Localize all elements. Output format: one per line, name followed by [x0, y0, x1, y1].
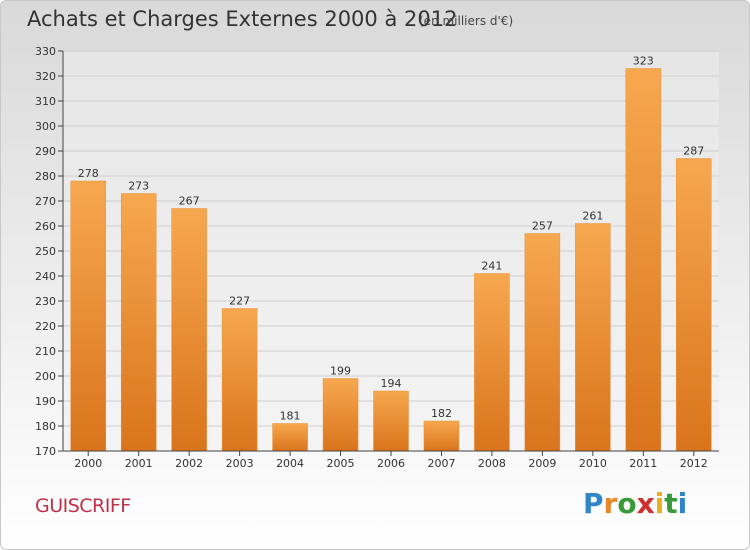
y-tick-label: 330: [35, 45, 56, 58]
y-tick-label: 280: [35, 170, 56, 183]
data-label-2004: 181: [280, 410, 301, 423]
data-label-2011: 323: [633, 55, 654, 68]
y-tick-label: 170: [35, 445, 56, 458]
bar-2009: [524, 233, 561, 452]
data-label-2000: 278: [78, 167, 99, 180]
bar-2005: [322, 378, 359, 452]
bar-2001: [120, 193, 157, 452]
y-tick-label: 240: [35, 270, 56, 283]
axes: 170 180 190 200 210 220 230 240 250 260 270 280 290 3…: [35, 45, 719, 470]
x-tick-label-2012: 2012: [680, 457, 708, 470]
data-label-2006: 194: [381, 377, 402, 390]
logo-letter: r: [603, 487, 618, 520]
data-label-2007: 182: [431, 407, 452, 420]
bar-2011: [625, 68, 662, 452]
y-tick-label: 310: [35, 95, 56, 108]
x-tick-label-2008: 2008: [478, 457, 506, 470]
logo-letter: x: [636, 487, 655, 520]
bar-2003: [221, 308, 258, 452]
x-tick-label-2003: 2003: [226, 457, 254, 470]
data-label-2009: 257: [532, 220, 553, 233]
y-tick-label: 300: [35, 120, 56, 133]
commune-name: GUISCRIFF: [35, 495, 131, 517]
bars: 278 273 267 227 181 199 194 182 241 257 261 323 287: [70, 55, 712, 452]
logo-letter: i: [677, 487, 688, 520]
x-tick-label-2011: 2011: [629, 457, 657, 470]
bar-2010: [575, 223, 611, 452]
y-tick-label: 270: [35, 195, 56, 208]
x-tick-label-2005: 2005: [327, 457, 355, 470]
data-label-2005: 199: [330, 365, 351, 378]
chart-subtitle: (en milliers d'€): [419, 14, 514, 28]
bar-2007: [423, 420, 460, 452]
y-tick-label: 220: [35, 320, 56, 333]
data-label-2003: 227: [229, 295, 250, 308]
data-label-2012: 287: [683, 145, 704, 158]
x-tick-label-2009: 2009: [528, 457, 556, 470]
bar-2004: [272, 423, 308, 452]
logo-letter: P: [583, 487, 604, 520]
data-label-2008: 241: [481, 260, 502, 273]
logo-letter: o: [617, 487, 637, 520]
y-tick-label: 210: [35, 345, 56, 358]
y-tick-label: 200: [35, 370, 56, 383]
proxiti-logo: Proxiti: [583, 487, 687, 520]
chart-title: Achats et Charges Externes 2000 à 2012: [27, 7, 458, 31]
y-tick-label: 320: [35, 70, 56, 83]
y-tick-label: 190: [35, 395, 56, 408]
y-tick-label: 230: [35, 295, 56, 308]
y-tick-label: 250: [35, 245, 56, 258]
y-tick-label: 290: [35, 145, 56, 158]
x-tick-label-2001: 2001: [125, 457, 153, 470]
data-label-2001: 273: [128, 180, 149, 193]
data-label-2010: 261: [582, 210, 603, 223]
x-tick-label-2006: 2006: [377, 457, 405, 470]
x-tick-label-2002: 2002: [175, 457, 203, 470]
x-tick-label-2004: 2004: [276, 457, 304, 470]
logo-letter: t: [664, 487, 678, 520]
x-tick-label-2007: 2007: [427, 457, 455, 470]
x-tick-label-2000: 2000: [74, 457, 102, 470]
bar-2000: [70, 180, 106, 452]
bar-2012: [676, 158, 712, 452]
x-tick-label-2010: 2010: [579, 457, 607, 470]
bar-2002: [171, 208, 207, 452]
y-tick-label: 180: [35, 420, 56, 433]
bar-2006: [373, 390, 409, 452]
bar-2008: [474, 273, 510, 452]
logo-letter: i: [654, 487, 665, 520]
data-label-2002: 267: [179, 195, 200, 208]
y-tick-label: 260: [35, 220, 56, 233]
